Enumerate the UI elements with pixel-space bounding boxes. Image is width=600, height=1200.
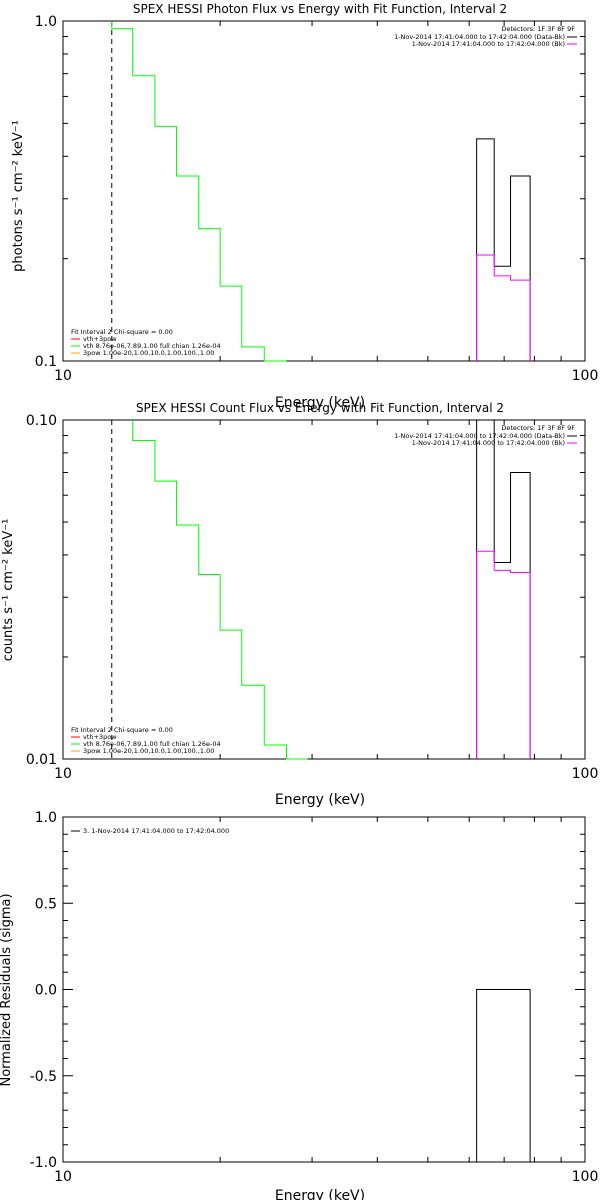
fit-legend-entry: 3pow 1.00e-20,1.00,10.0,1.00,100.,1.00 <box>83 349 214 357</box>
panel-title: SPEX HESSI Photon Flux vs Energy with Fi… <box>133 2 507 16</box>
y-axis-label: counts s⁻¹ cm⁻² keV⁻¹ <box>1 519 16 662</box>
count-flux-panel: SPEX HESSI Count Flux vs Energy with Fit… <box>1 401 598 808</box>
x-tick-label: 10 <box>54 1169 72 1185</box>
fit-legend-entry: vth+3pow <box>83 733 117 741</box>
legend-header: Detectors: 1F 3F 8F 9F <box>501 424 575 432</box>
series-vth <box>111 21 287 362</box>
x-tick-label: 10 <box>54 368 72 384</box>
y-tick-label: 0.5 <box>35 896 57 912</box>
plot-frame <box>62 419 586 760</box>
y-tick-label: 0.10 <box>26 413 57 429</box>
panel-title: SPEX HESSI Count Flux vs Energy with Fit… <box>136 401 504 415</box>
y-tick-label: 0.1 <box>35 354 57 370</box>
x-axis-label: Energy (keV) <box>275 395 365 411</box>
y-tick-label: 0.01 <box>26 752 57 768</box>
legend-entry: 1-Nov-2014 17:41:04.000 to 17:42:04.000 … <box>394 432 565 440</box>
x-tick-label: 100 <box>572 766 599 782</box>
plot-frame <box>62 20 586 362</box>
legend-entry: 1-Nov-2014 17:41:04.000 to 17:42:04.000 … <box>412 439 565 447</box>
legend-entry: 1-Nov-2014 17:41:04.000 to 17:42:04.000 … <box>394 33 565 41</box>
x-tick-label: 10 <box>54 766 72 782</box>
y-tick-label: 1.0 <box>35 810 57 826</box>
series-data-bk <box>476 419 531 759</box>
y-tick-label: -1.0 <box>30 1155 57 1171</box>
y-axis-label: photons s⁻¹ cm⁻² keV⁻¹ <box>11 120 26 272</box>
x-axis-label: Energy (keV) <box>275 792 365 808</box>
fit-legend-entry: vth 8.76e-06,7.89,1.00 full chian 1.26e-… <box>83 342 221 350</box>
y-tick-label: 1.0 <box>35 14 57 30</box>
fit-legend-header: Fit Interval 2 Chi-square = 0.00 <box>71 328 173 336</box>
y-tick-label: -0.5 <box>30 1069 57 1085</box>
series-3 <box>476 989 531 1162</box>
x-tick-label: 100 <box>572 1169 599 1185</box>
y-axis-label: Normalized Residuals (sigma) <box>0 893 14 1086</box>
fit-legend-entry: vth+3pow <box>83 335 117 343</box>
legend-entry: 1-Nov-2014 17:41:04.000 to 17:42:04.000 … <box>412 40 565 48</box>
photon-flux-panel: SPEX HESSI Photon Flux vs Energy with Fi… <box>11 2 598 411</box>
series-data-bk <box>476 138 531 361</box>
series-bk <box>476 550 531 759</box>
x-axis-label: Energy (keV) <box>275 1188 365 1200</box>
x-tick-label: 100 <box>572 368 599 384</box>
series-vth <box>132 420 308 760</box>
fit-legend-header: Fit Interval 2 Chi-square = 0.00 <box>71 726 173 734</box>
fit-legend-entry: 3pow 1.00e-20,1.00,10.0,1.00,100.,1.00 <box>83 747 214 755</box>
fit-legend-entry: 3. 1-Nov-2014 17:41:04.000 to 17:42:04.0… <box>83 827 229 835</box>
series-bk <box>476 254 531 361</box>
legend-header: Detectors: 1F 3F 8F 9F <box>501 25 575 33</box>
y-tick-label: 0.0 <box>35 983 57 999</box>
residuals-panel: Energy (keV) Normalized Residuals (sigma… <box>0 810 598 1200</box>
fit-legend-entry: vth 8.76e-06,7.89,1.00 full chian 1.26e-… <box>83 740 221 748</box>
